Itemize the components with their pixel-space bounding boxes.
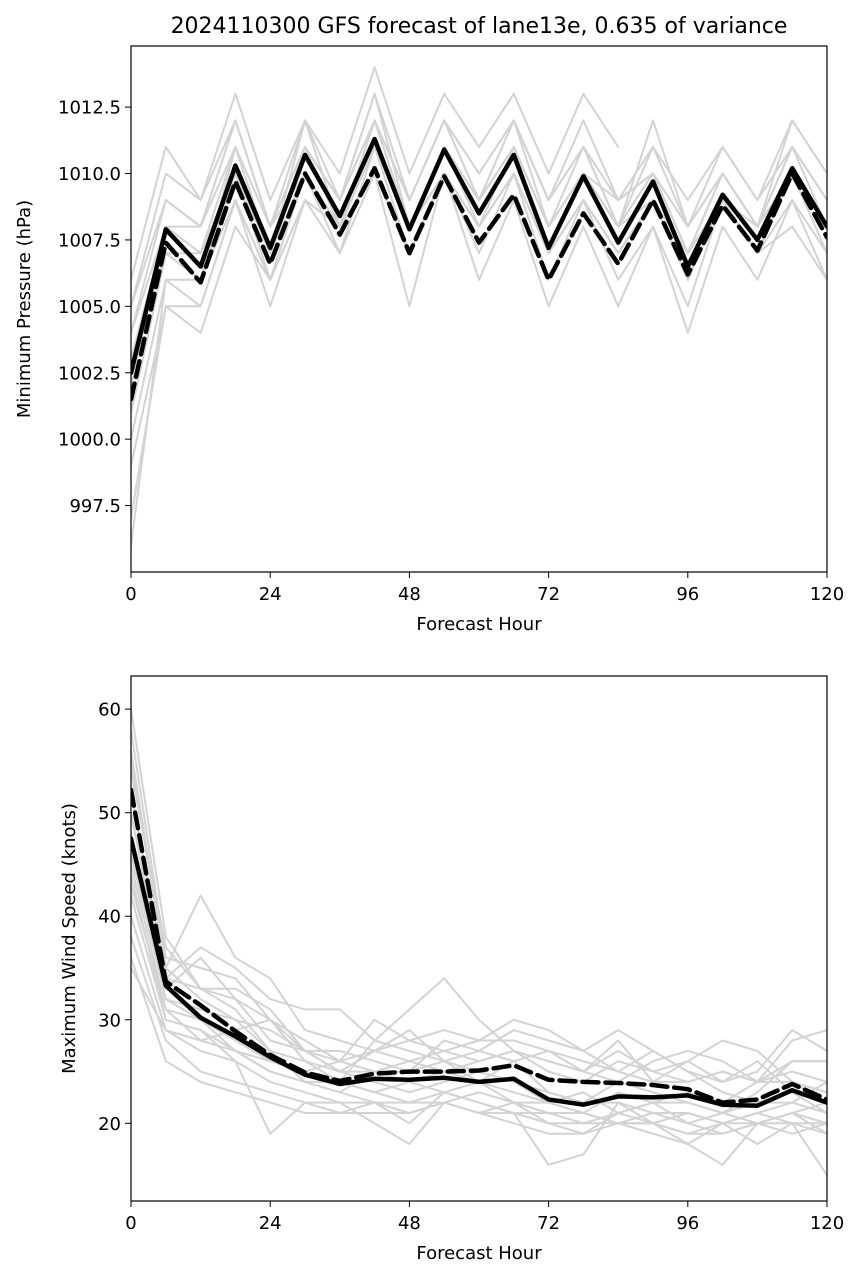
pressure-chart: 0 24 48 72 96 120 997.5 1000.0 1002.5 1005.0 1007.… [14,45,844,635]
ensemble-member-line-1 [131,708,827,1083]
y-tick-label: 1000.0 [58,430,121,451]
x-tick-label: 72 [537,1213,560,1234]
solid-mean-line [131,136,827,376]
x-tick-label: 120 [810,584,844,605]
y-tick-label: 1010.0 [58,164,121,185]
y-tick-label: 1002.5 [58,363,121,384]
plot-area [131,66,827,547]
y-tick-label: 997.5 [69,496,121,517]
y-tick-label: 1012.5 [58,98,121,119]
axes-frame [130,675,828,1202]
y-tick-label: 1007.5 [58,230,121,251]
ensemble-member-line-10 [131,884,827,1083]
x-tick-label: 48 [398,584,421,605]
ensemble-member-line-11 [131,119,827,308]
ensemble-member-line-16 [131,749,827,1094]
x-tick-label: 48 [398,1213,421,1234]
ensemble-member-line-5 [131,811,827,1114]
ensemble-member-line-8 [131,172,827,467]
y-tick-label: 20 [98,1114,121,1135]
y-tick-label: 1005.0 [58,297,121,318]
y-axis-label: Maximum Wind Speed (knots) [59,803,80,1074]
x-axis-label: Forecast Hour [416,1243,542,1264]
y-axis-label: Minimum Pressure (hPa) [14,200,35,418]
y-tick-label: 50 [98,803,121,824]
x-tick-label: 24 [259,1213,282,1234]
ensemble-member-line-1 [131,66,620,281]
x-axis-label: Forecast Hour [416,614,542,635]
x-tick-label: 96 [676,584,699,605]
ensemble-member-line-17 [131,770,827,1104]
y-tick-label: 40 [98,907,121,928]
x-tick-label: 24 [259,584,282,605]
ensemble-member-line-8 [131,863,827,1125]
x-tick-label: 0 [125,1213,136,1234]
x-tick-label: 72 [537,584,560,605]
y-tick-label: 30 [98,1010,121,1031]
axes-frame [130,45,828,573]
dashed-mean-line [131,787,827,1105]
ensemble-member-line-15 [131,967,827,1083]
ensemble-member-line-7 [131,172,827,441]
dashed-mean-line [131,165,827,402]
y-tick-label: 60 [98,700,121,721]
ensemble-member-line-6 [131,832,827,1135]
chart-title: 2024110300 GFS forecast of lane13e, 0.63… [171,14,788,39]
ensemble-member-line-14 [131,956,827,1135]
solid-mean-line [131,836,827,1108]
x-tick-label: 120 [810,1213,844,1234]
ensemble-member-line-13 [131,119,827,361]
x-tick-label: 96 [676,1213,699,1234]
plot-area [131,708,827,1177]
wind-chart: 0 24 48 72 96 120 20 30 40 50 60 Forecast Hour Maxim… [59,675,844,1264]
x-tick-label: 0 [125,584,136,605]
